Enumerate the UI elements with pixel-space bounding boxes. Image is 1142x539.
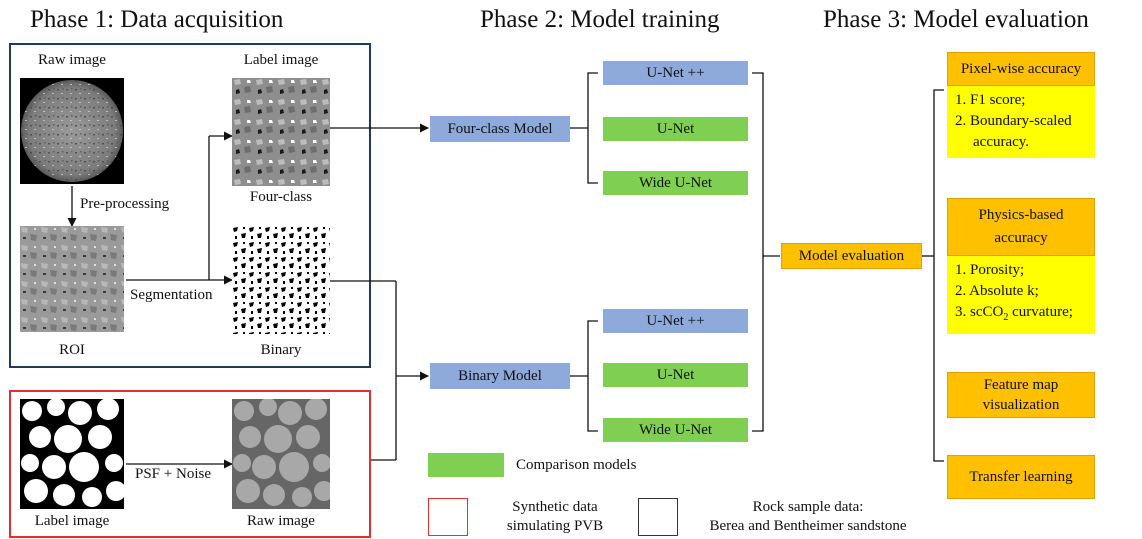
physics-title-line1: Physics-based (978, 207, 1064, 223)
label-image-label: Label image (243, 52, 319, 68)
four-class-graphic (232, 78, 330, 186)
feature-map-box: Feature map visualization (947, 372, 1095, 418)
segmentation-label: Segmentation (130, 287, 213, 303)
four-class-model-box: Four-class Model (430, 116, 570, 142)
scco2-subscript: 2 (1003, 312, 1009, 323)
legend-synthetic-label: Synthetic data simulating PVB (480, 498, 630, 536)
synthetic-raw-graphic (233, 399, 330, 507)
top-wide-unet-box: Wide U-Net (603, 171, 748, 195)
scco2-prefix: 3. scCO (955, 304, 1004, 320)
legend-green-swatch (428, 453, 504, 477)
binary-label: Binary (260, 342, 302, 358)
absolute-k-item: 2. Absolute k; (955, 283, 1039, 299)
binary-image (232, 226, 330, 334)
bottom-unetpp-box: U-Net ++ (603, 309, 748, 333)
four-class-label: Four-class (249, 189, 313, 205)
roi-graphic (20, 226, 124, 332)
phase3-title: Phase 3: Model evaluation (823, 6, 1089, 33)
synthetic-raw-image (232, 399, 330, 509)
binary-model-box: Binary Model (430, 363, 570, 389)
feature-map-line1: Feature map (983, 377, 1059, 393)
legend-synthetic-line2: simulating PVB (506, 518, 604, 534)
synthetic-data-frame (9, 390, 371, 538)
top-unet-box: U-Net (603, 117, 748, 141)
boundary-scaled-item: 2. Boundary-scaled (955, 113, 1072, 129)
feature-map-line2: visualization (982, 397, 1060, 413)
raw-image-label: Raw image (38, 52, 106, 68)
label-image-four-class (232, 78, 330, 186)
physics-title-line2: accuracy (994, 230, 1048, 246)
pre-processing-label: Pre-processing (80, 196, 170, 212)
pixel-wise-accuracy-title: Pixel-wise accuracy (947, 52, 1095, 86)
psf-noise-label: PSF + Noise (135, 466, 211, 482)
rock-sample-frame (9, 43, 371, 368)
legend-comparison-label: Comparison models (516, 457, 637, 473)
synthetic-label-image-label: Label image (34, 513, 110, 529)
legend-rock-line2: Berea and Bentheimer sandstone (709, 518, 907, 534)
legend-rock-label: Rock sample data: Berea and Bentheimer s… (688, 498, 928, 536)
scco2-curvature-item: 3. scCO2 curvature; (955, 302, 1087, 328)
physics-based-accuracy-title: Physics-based accuracy (947, 198, 1095, 256)
legend-red-swatch (428, 498, 468, 536)
transfer-learning-box: Transfer learning (947, 455, 1095, 499)
boundary-scaled-item-cont: accuracy. (973, 134, 1030, 150)
legend-black-swatch (638, 498, 678, 536)
legend-rock-line1: Rock sample data: (752, 499, 864, 515)
bottom-wide-unet-box: Wide U-Net (603, 418, 748, 442)
f1-score-item: 1. F1 score; (955, 92, 1026, 108)
synthetic-raw-image-label: Raw image (247, 513, 315, 529)
porosity-item: 1. Porosity; (955, 262, 1025, 278)
raw-image-ct (20, 78, 124, 184)
scco2-suffix: curvature; (1008, 304, 1073, 320)
model-evaluation-box: Model evaluation (781, 243, 922, 269)
pixel-wise-accuracy-list: 1. F1 score; 2. Boundary-scaled accuracy… (947, 86, 1095, 158)
phase2-title: Phase 2: Model training (480, 6, 720, 33)
synthetic-label-image (20, 399, 124, 509)
legend-synthetic-line1: Synthetic data (512, 499, 598, 515)
physics-based-accuracy-list: 1. Porosity; 2. Absolute k; 3. scCO2 cur… (947, 256, 1095, 334)
roi-image (20, 226, 124, 332)
bottom-unet-box: U-Net (603, 363, 748, 387)
synthetic-label-graphic (21, 399, 124, 507)
top-unetpp-box: U-Net ++ (603, 61, 748, 85)
roi-label: ROI (59, 342, 85, 358)
binary-graphic (232, 226, 330, 334)
phase1-title: Phase 1: Data acquisition (30, 6, 284, 33)
raw-image-graphic (21, 80, 123, 182)
